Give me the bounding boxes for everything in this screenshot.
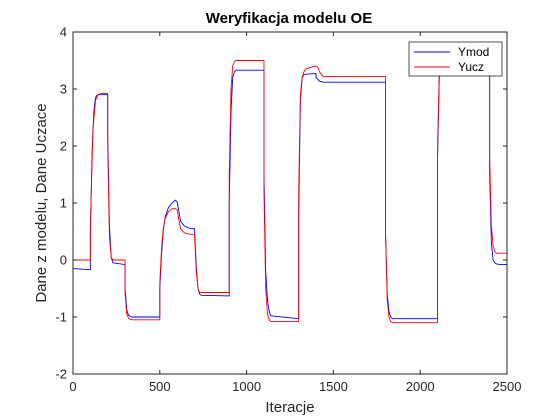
legend-entry-ymod: Ymod: [458, 45, 489, 59]
y-tick-label: 3: [60, 82, 67, 97]
x-tick-label: 2000: [406, 379, 435, 394]
y-tick-label: -2: [55, 367, 67, 382]
x-tick-label: 2500: [493, 379, 522, 394]
plot-area: [72, 31, 508, 375]
legend-box: [408, 41, 503, 77]
y-tick-label: -1: [55, 310, 67, 325]
x-tick-label: 0: [69, 379, 76, 394]
series-layer: [73, 60, 507, 324]
x-tick-label: 500: [149, 379, 171, 394]
x-tick-label: 1500: [319, 379, 348, 394]
plot-background: [73, 32, 507, 374]
chart-title: Weryfikacja modelu OE: [206, 10, 372, 27]
x-axis-ticks: 0 500 1000 1500 2000 2500: [69, 32, 521, 394]
y-tick-label: 4: [60, 25, 67, 40]
y-tick-label: 1: [60, 196, 67, 211]
legend-entry-yucz: Yucz: [458, 60, 484, 74]
legend: Ymod Yucz: [408, 41, 503, 77]
y-axis-ticks: -2 -1 0 1 2 3 4: [55, 25, 507, 382]
y-tick-label: 2: [60, 139, 67, 154]
y-tick-label: 0: [60, 253, 67, 268]
x-tick-label: 1000: [232, 379, 261, 394]
series-line-yucz: [73, 60, 507, 324]
x-axis-label: Iteracje: [265, 399, 314, 416]
y-axis-label: Dane z modelu, Dane Uczace: [33, 103, 50, 302]
